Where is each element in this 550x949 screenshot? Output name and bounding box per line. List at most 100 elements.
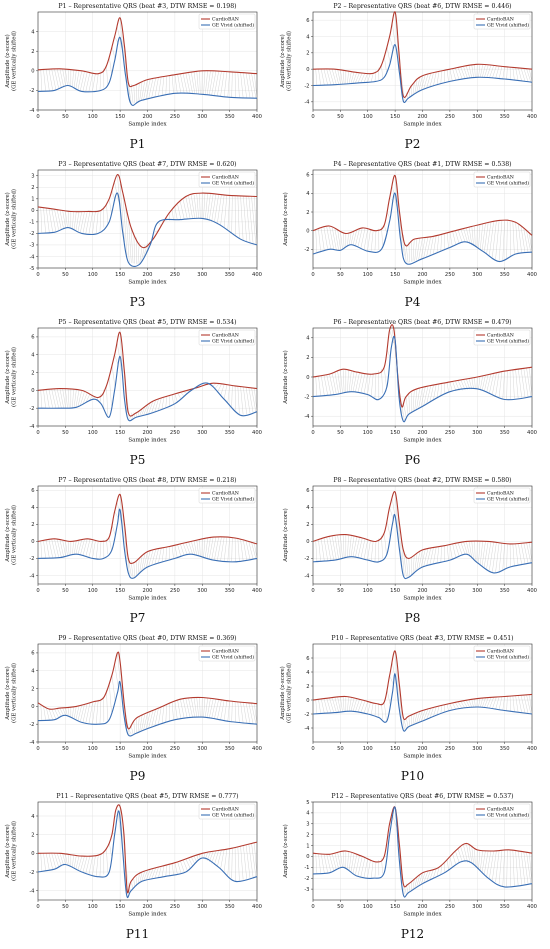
x-tick-label: 100: [88, 588, 98, 594]
x-tick-label: 50: [337, 114, 344, 120]
y-tick-label: 0: [306, 854, 309, 860]
dtw-connector: [512, 369, 515, 399]
dtw-connector: [420, 549, 426, 569]
dtw-connector: [460, 67, 466, 80]
dtw-connector: [248, 196, 254, 244]
dtw-connector: [337, 535, 341, 559]
x-tick-label: 300: [472, 588, 482, 594]
dtw-connector: [243, 195, 247, 242]
dtw-connector: [139, 715, 143, 732]
dtw-connector: [474, 699, 476, 708]
dtw-connector: [56, 853, 62, 867]
dtw-connector: [326, 854, 332, 873]
dtw-connector: [85, 855, 91, 874]
dtw-connector: [80, 211, 85, 233]
dtw-connector: [440, 234, 442, 252]
dtw-connector: [51, 539, 57, 558]
dtw-connector: [512, 850, 515, 886]
y-tick-label: 2: [306, 522, 309, 528]
dtw-connector: [106, 848, 108, 873]
dtw-connector: [133, 562, 135, 578]
dtw-connector: [231, 701, 233, 722]
x-tick-label: 150: [390, 430, 400, 436]
x-tick-label: 0: [311, 114, 314, 120]
dtw-connector: [367, 229, 371, 252]
x-tick-label: 400: [252, 746, 262, 752]
dtw-connector: [67, 854, 70, 867]
dtw-connector: [67, 211, 70, 229]
dtw-connector: [180, 543, 185, 557]
dtw-connector: [56, 68, 62, 88]
dtw-connector: [240, 846, 244, 880]
dtw-connector: [220, 194, 225, 226]
dtw-connector: [446, 859, 449, 871]
dtw-connector: [433, 706, 437, 717]
x-tick-label: 0: [36, 904, 39, 910]
dtw-connector: [245, 844, 251, 879]
legend-label: GE Vivid (shifted): [212, 338, 254, 345]
series-line-cardioban: [312, 11, 533, 98]
legend-box: [473, 171, 531, 188]
dtw-connector: [315, 229, 318, 253]
dtw-connector: [363, 858, 368, 878]
dtw-connector: [75, 390, 80, 408]
dtw-connector: [158, 707, 162, 726]
legend-label: GE Vivid (shifted): [487, 496, 529, 503]
dtw-connector: [145, 550, 151, 569]
dtw-connector: [73, 855, 77, 869]
dtw-connector: [506, 696, 508, 711]
dtw-connector: [217, 194, 222, 224]
dtw-connector: [122, 513, 128, 566]
dtw-connector: [106, 65, 108, 84]
dtw-connector: [484, 65, 489, 78]
x-tick-label: 150: [115, 588, 125, 594]
series-line-ge-vivid: [37, 36, 258, 107]
dtw-connector: [523, 694, 529, 714]
dtw-connector: [523, 368, 529, 398]
legend-label: CardioBAN: [212, 17, 239, 23]
dtw-connector: [88, 211, 93, 234]
dtw-connector: [426, 73, 431, 89]
y-axis-label-sub: (GE vertically shifted): [11, 347, 18, 407]
dtw-connector: [62, 853, 66, 865]
y-tick-label: 4: [306, 34, 310, 40]
legend-label: CardioBAN: [487, 807, 514, 813]
dtw-connector: [463, 845, 468, 863]
dtw-connector: [191, 698, 196, 718]
x-tick-label: 200: [143, 430, 153, 436]
dtw-connector: [433, 72, 437, 87]
dtw-connector: [54, 538, 59, 558]
legend-label: CardioBAN: [487, 649, 514, 655]
dtw-connector: [515, 695, 519, 713]
dtw-connector: [334, 697, 339, 713]
dtw-connector: [128, 82, 132, 105]
dtw-connector: [92, 73, 96, 91]
dtw-connector: [203, 70, 206, 95]
dtw-connector: [43, 69, 46, 91]
dtw-connector: [174, 393, 178, 402]
x-tick-label: 250: [445, 904, 455, 910]
dtw-connector: [165, 396, 167, 408]
chart-p6: P6 – Representative QRS (beat #6, DTW RM…: [282, 319, 537, 444]
dtw-connector: [466, 66, 471, 79]
dtw-connector: [348, 697, 352, 712]
series-line-ge-vivid: [312, 513, 533, 580]
dtw-connector: [463, 228, 468, 243]
dtw-connector: [77, 704, 82, 721]
dtw-connector: [526, 852, 532, 884]
dtw-connector: [474, 848, 476, 867]
dtw-connector: [426, 708, 431, 720]
legend-label: GE Vivid (shifted): [212, 22, 254, 29]
x-tick-label: 300: [197, 746, 207, 752]
x-tick-label: 0: [36, 746, 39, 752]
chart-title: P12 – Representative QRS (beat #6, DTW R…: [331, 793, 513, 800]
x-tick-label: 100: [363, 746, 373, 752]
x-tick-label: 300: [472, 272, 482, 278]
dtw-connector: [520, 695, 526, 714]
dtw-connector: [446, 704, 449, 712]
dtw-connector: [65, 540, 68, 557]
dtw-connector: [174, 74, 178, 94]
dtw-connector: [245, 196, 251, 243]
dtw-connector: [158, 548, 162, 564]
legend-box: [473, 13, 531, 30]
